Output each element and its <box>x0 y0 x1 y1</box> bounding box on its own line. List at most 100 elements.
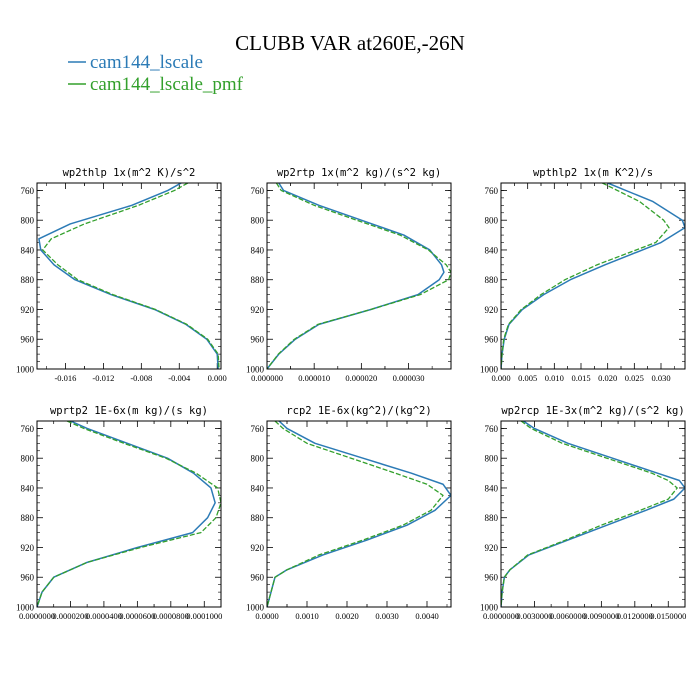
y-tick-label: 1000 <box>246 603 265 613</box>
x-tick-label: 0.0090000 <box>583 611 619 621</box>
x-tick-label: 0.000030 <box>393 373 425 383</box>
x-tick-label: 0.000 <box>491 373 510 383</box>
x-tick-label: 0.015 <box>571 373 590 383</box>
x-tick-label: 0.000 <box>208 373 227 383</box>
series-group <box>38 183 220 369</box>
x-tick-label: 0.010 <box>545 373 564 383</box>
y-tick-label: 920 <box>21 305 35 315</box>
y-tick-label: 840 <box>251 245 265 255</box>
panel-title: wp2rtp 1x(m^2 kg)/(s^2 kg) <box>277 167 441 179</box>
series-group <box>267 183 451 369</box>
y-tick-label: 800 <box>21 454 35 464</box>
series-line-2 <box>267 183 451 369</box>
y-tick-label: 880 <box>485 275 499 285</box>
chart-panel-6: wp2rcp 1E-3x(m^2 kg)/(s^2 kg)760 800 840 88… <box>480 405 686 621</box>
y-tick-label: 800 <box>485 216 499 226</box>
series-line-1 <box>501 183 685 369</box>
legend-label-2: cam144_lscale_pmf <box>90 74 244 95</box>
panel-title: wp2thlp 1x(m^2 K)/s^2 <box>63 167 196 179</box>
legend-label-1: cam144_lscale <box>90 52 203 73</box>
x-tick-label: 0.0000200 <box>52 611 88 621</box>
series-group <box>501 421 685 607</box>
x-tick-label: 0.0000800 <box>153 611 189 621</box>
plot-frame <box>36 182 222 370</box>
y-tick-label: 1000 <box>480 365 499 375</box>
series-line-2 <box>267 421 444 607</box>
y-tick-label: 920 <box>251 543 265 553</box>
y-tick-label: 760 <box>485 424 499 434</box>
x-tick-label: 0.0060000 <box>550 611 586 621</box>
y-tick-label: 920 <box>485 305 499 315</box>
panel-title: rcp2 1E-6x(kg^2)/(kg^2) <box>286 405 431 417</box>
y-tick-label: 960 <box>485 335 499 345</box>
x-tick-label: 0.000010 <box>298 373 330 383</box>
y-tick-label: 920 <box>251 305 265 315</box>
y-tick-label: 800 <box>251 454 265 464</box>
x-tick-label: 0.0020 <box>335 611 358 621</box>
x-tick-label: 0.0120000 <box>617 611 653 621</box>
series-line-2 <box>42 183 220 369</box>
y-tick-label: 960 <box>21 573 35 583</box>
x-tick-label: 0.000000 <box>251 373 283 383</box>
x-tick-label: 0.000020 <box>345 373 377 383</box>
series-line-1 <box>501 421 685 607</box>
y-tick-label: 960 <box>21 335 35 345</box>
series-line-1 <box>37 421 216 607</box>
x-tick-label: 0.0010 <box>295 611 318 621</box>
x-tick-label: 0.0000600 <box>119 611 155 621</box>
y-tick-label: 1000 <box>16 603 35 613</box>
x-tick-label: -0.016 <box>54 373 76 383</box>
y-tick-label: 1000 <box>246 365 265 375</box>
panel-title: wprtp2 1E-6x(m kg)/(s kg) <box>50 405 208 417</box>
x-tick-label: 0.0000000 <box>483 611 519 621</box>
series-line-2 <box>37 421 221 607</box>
chart-panel-3: wpthlp2 1x(m K^2)/s 760 800 840 880 920 960 100… <box>480 167 686 383</box>
x-tick-label: 0.005 <box>518 373 537 383</box>
y-tick-label: 800 <box>251 216 265 226</box>
plot-frame <box>500 420 686 608</box>
chart-panel-4: wprtp2 1E-6x(m kg)/(s kg) 760 800 840 880 920… <box>16 405 222 621</box>
y-tick-label: 840 <box>485 483 499 493</box>
x-tick-label: 0.020 <box>598 373 617 383</box>
x-tick-label: -0.012 <box>92 373 114 383</box>
figure-title: CLUBB VAR at260E,-26N <box>235 31 465 55</box>
y-tick-label: 840 <box>21 245 35 255</box>
plot-frame <box>36 420 222 608</box>
y-tick-label: 760 <box>251 186 265 196</box>
y-tick-label: 880 <box>485 513 499 523</box>
chart-panel-1: wp2thlp 1x(m^2 K)/s^2 760 800 840 880 920 960 1… <box>16 167 227 383</box>
y-tick-label: 760 <box>21 424 35 434</box>
x-tick-label: -0.008 <box>130 373 152 383</box>
x-tick-label: 0.0000400 <box>86 611 122 621</box>
series-line-1 <box>267 183 445 369</box>
y-tick-label: 800 <box>21 216 35 226</box>
y-tick-label: 1000 <box>480 603 499 613</box>
y-tick-label: 840 <box>21 483 35 493</box>
x-tick-label: 0.0030 <box>375 611 398 621</box>
panel-title: wp2rcp 1E-3x(m^2 kg)/(s^2 kg) <box>501 405 684 417</box>
y-tick-label: 880 <box>251 513 265 523</box>
y-tick-label: 960 <box>251 573 265 583</box>
y-tick-label: 760 <box>21 186 35 196</box>
y-tick-label: 920 <box>485 543 499 553</box>
y-tick-label: 880 <box>21 275 35 285</box>
y-tick-label: 960 <box>485 573 499 583</box>
y-tick-label: 920 <box>21 543 35 553</box>
chart-panel-5: rcp2 1E-6x(kg^2)/(kg^2) 760 800 840 880 920 96… <box>246 405 452 621</box>
y-tick-label: 1000 <box>16 365 35 375</box>
x-tick-label: 0.0040 <box>415 611 438 621</box>
series-line-2 <box>501 183 670 369</box>
x-tick-label: 0.025 <box>625 373 644 383</box>
x-tick-label: 0.0001000 <box>186 611 222 621</box>
y-tick-label: 800 <box>485 454 499 464</box>
y-tick-label: 760 <box>485 186 499 196</box>
y-tick-label: 880 <box>251 275 265 285</box>
series-group <box>267 421 451 607</box>
chart-panel-2: wp2rtp 1x(m^2 kg)/(s^2 kg) 760 800 840 880 92… <box>246 167 452 383</box>
plot-frame <box>266 420 452 608</box>
panels: wp2thlp 1x(m^2 K)/s^2 760 800 840 880 920 960 1… <box>16 167 686 621</box>
panel-title: wpthlp2 1x(m K^2)/s <box>533 167 653 179</box>
x-tick-label: 0.030 <box>651 373 670 383</box>
series-group <box>37 421 221 607</box>
